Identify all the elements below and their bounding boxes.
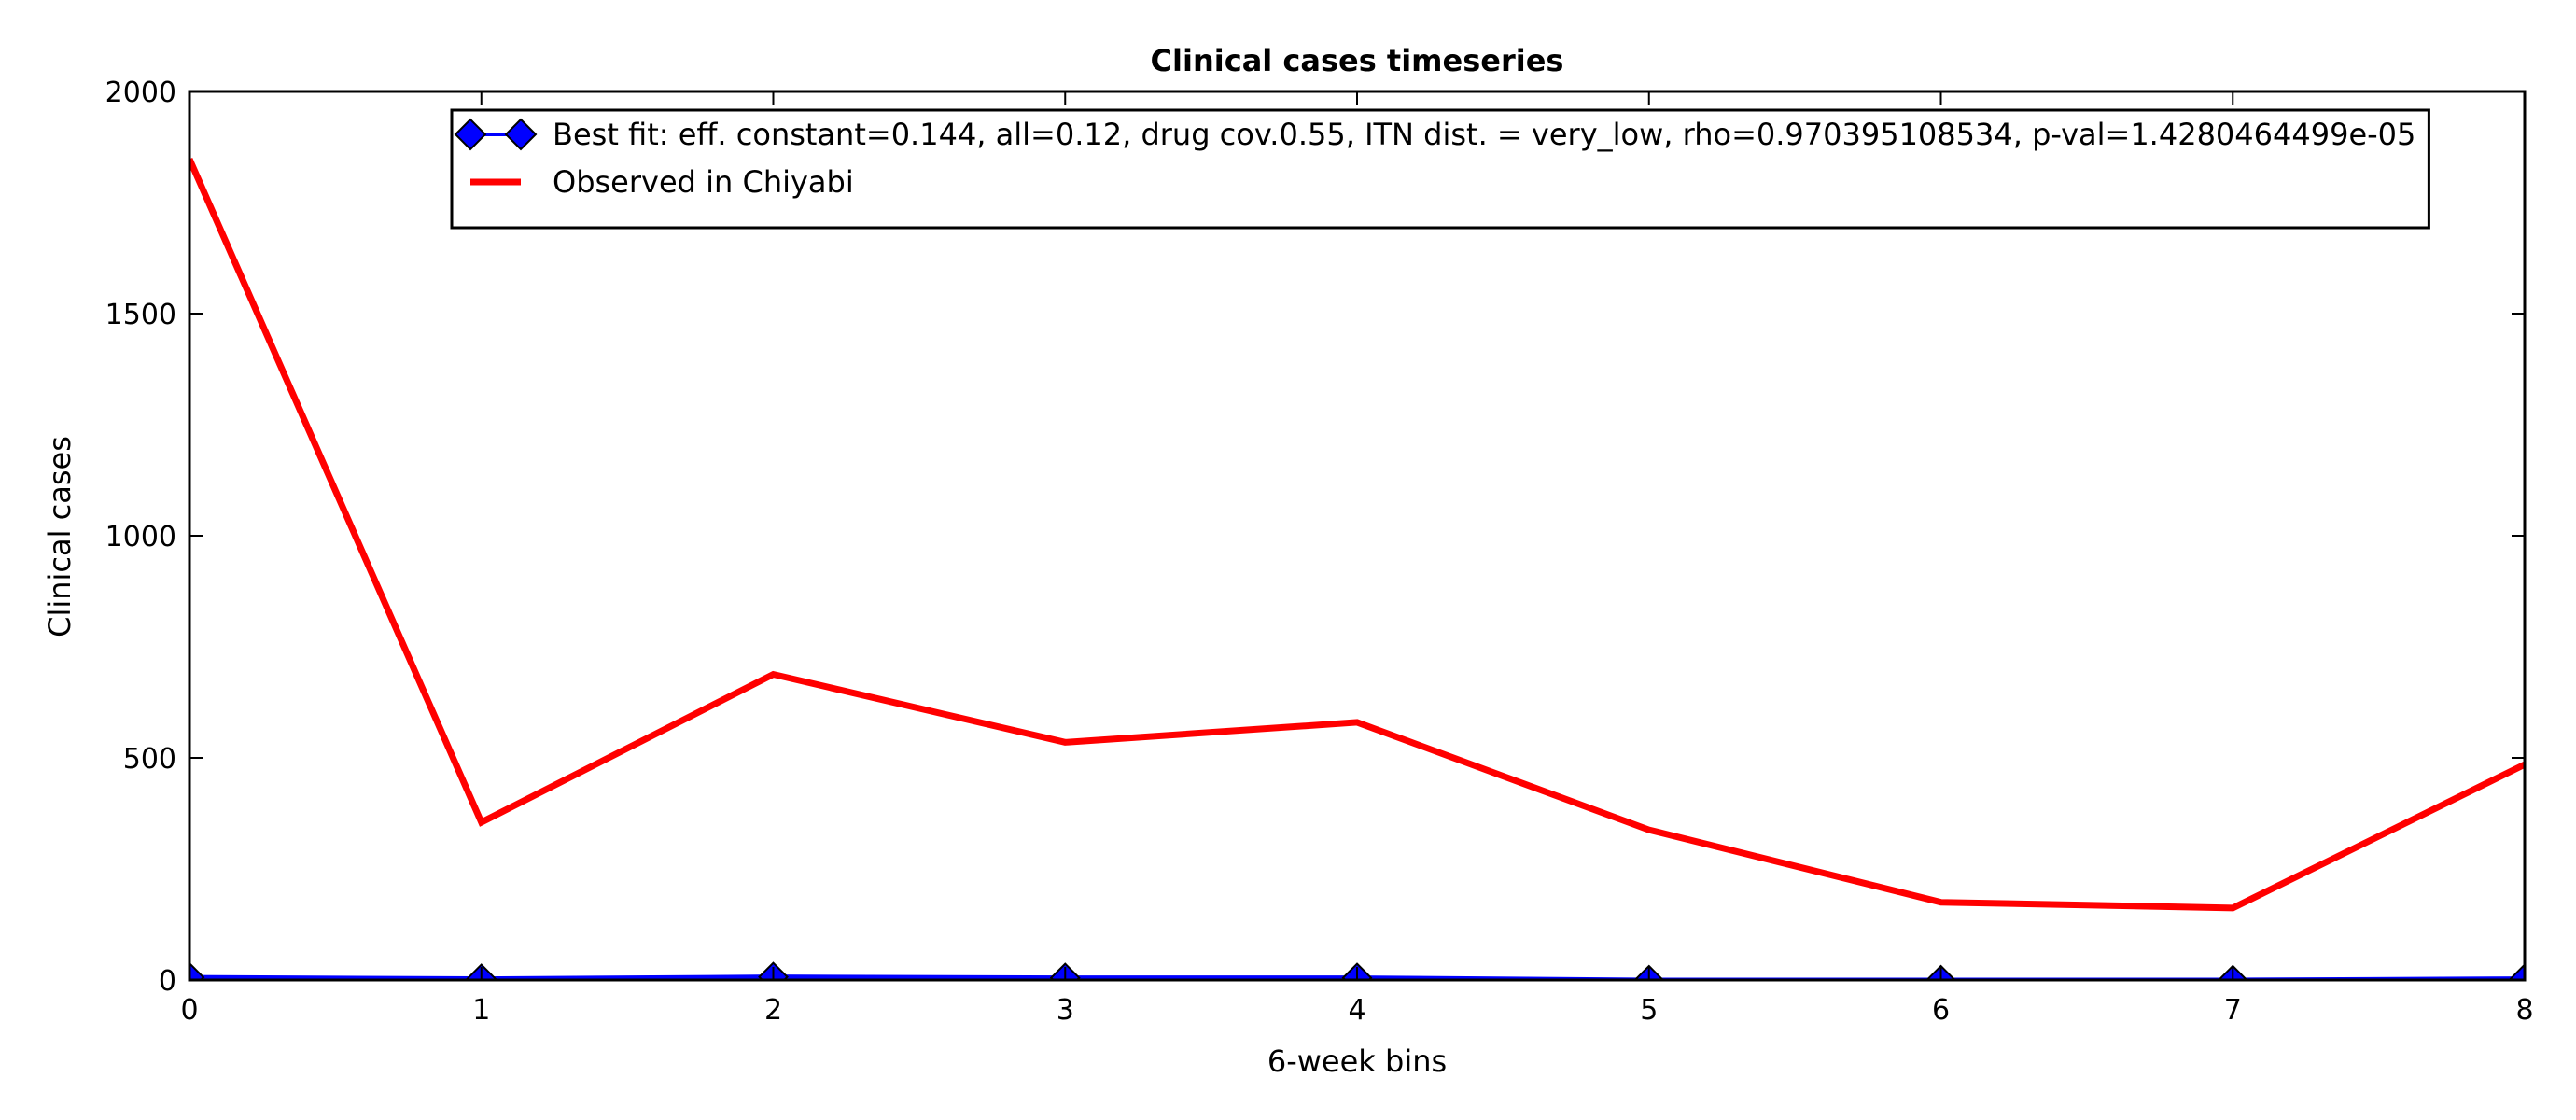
data-point-marker	[189, 961, 205, 980]
series-observed	[189, 157, 2525, 912]
legend: Best fit: eff. constant=0.144, all=0.12,…	[450, 108, 2430, 230]
x-tick-label: 2	[764, 994, 782, 1027]
legend-marker	[454, 118, 487, 151]
chart-title: Clinical cases timeseries	[1151, 43, 1564, 78]
legend-label: Observed in Chiyabi	[553, 164, 854, 200]
x-tick-label: 7	[2224, 994, 2242, 1027]
y-tick-label: 0	[159, 965, 176, 998]
y-axis-label: Clinical cases	[42, 436, 77, 637]
y-tick-label: 1000	[105, 521, 176, 553]
plot-frame	[188, 90, 2527, 982]
x-tick-label: 6	[1932, 994, 1950, 1027]
x-tick-label: 8	[2515, 994, 2533, 1027]
x-tick-label: 4	[1348, 994, 1365, 1027]
legend-marker	[504, 118, 538, 151]
legend-entry: Best fit: eff. constant=0.144, all=0.12,…	[454, 117, 2415, 152]
x-tick-label: 0	[180, 994, 198, 1027]
x-tick-label: 3	[1057, 994, 1074, 1027]
legend-entry: Observed in Chiyabi	[470, 164, 854, 200]
x-tick-label: 1	[472, 994, 490, 1027]
y-tick-label: 1500	[105, 299, 176, 331]
plot-area	[189, 157, 2525, 980]
data-point-marker	[2509, 963, 2525, 980]
axis-ticks: 0 1 2 3 4 5 6 7 8 0 500 1000 1500 2000	[105, 77, 2534, 1027]
series-line	[189, 157, 2525, 912]
y-tick-label: 500	[123, 743, 176, 776]
y-tick-label: 2000	[105, 77, 176, 109]
x-tick-label: 5	[1640, 994, 1658, 1027]
legend-label: Best fit: eff. constant=0.144, all=0.12,…	[553, 117, 2415, 152]
legend-box	[450, 108, 2430, 230]
x-axis-label: 6-week bins	[1267, 1043, 1447, 1079]
